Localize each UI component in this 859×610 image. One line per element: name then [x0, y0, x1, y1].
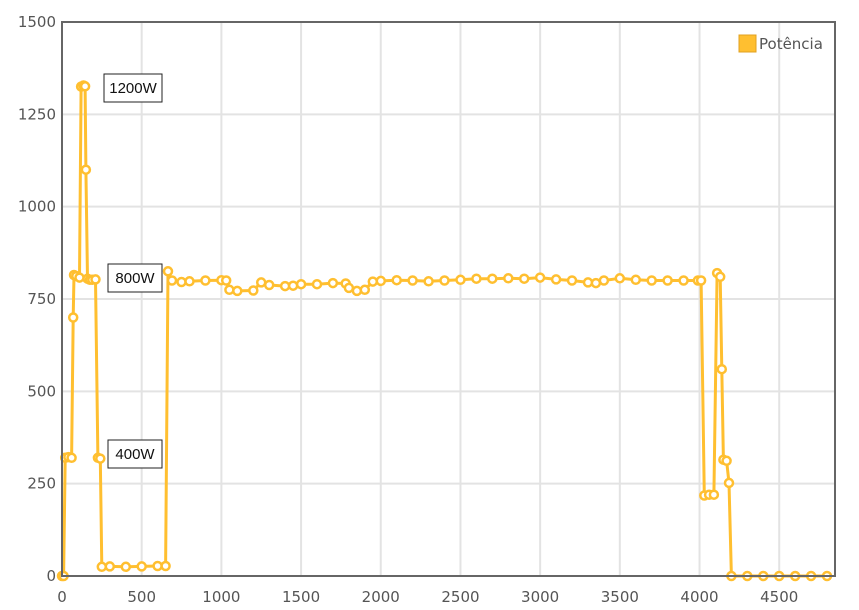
x-tick-label: 0 [57, 588, 67, 606]
series-line [62, 84, 827, 578]
annotation-box [107, 263, 163, 293]
data-point [359, 284, 371, 296]
data-point [695, 275, 707, 286]
x-tick-label: 4500 [760, 588, 798, 606]
data-point [79, 81, 91, 92]
data-point [716, 363, 728, 375]
data-point [471, 273, 482, 284]
data-point [166, 275, 178, 286]
data-point [248, 285, 259, 296]
data-point [534, 272, 546, 283]
y-tick-label: 250 [27, 475, 56, 493]
data-point [162, 266, 174, 277]
data-point [295, 278, 307, 290]
data-point [662, 275, 673, 286]
data-point [220, 275, 232, 286]
data-point [708, 489, 720, 500]
data-point [439, 275, 450, 286]
legend-swatch-potencia [738, 34, 757, 53]
y-tick-label: 500 [27, 382, 56, 400]
data-point [391, 274, 402, 286]
y-tick-label: 1500 [18, 13, 56, 31]
data-point [455, 274, 466, 286]
y-tick-label: 0 [46, 567, 56, 585]
x-tick-label: 2500 [441, 588, 479, 606]
data-point [714, 271, 726, 283]
data-point [80, 164, 92, 175]
x-tick-label: 500 [127, 588, 156, 606]
data-point [375, 275, 387, 287]
data-point [200, 275, 211, 286]
data-point [678, 275, 689, 286]
x-tick-label: 1000 [202, 588, 240, 606]
y-tick-label: 1250 [18, 105, 56, 123]
data-point [423, 276, 434, 287]
annotation-label: 400W [115, 446, 155, 463]
annotation-box [107, 439, 163, 469]
y-axis-ticks: 0 250 500 750 1000 1250 1500 [18, 13, 56, 585]
data-point [263, 279, 275, 291]
data-point [646, 275, 657, 286]
legend[interactable]: Potência [738, 34, 823, 53]
annotations: 1200W 800W 400W [103, 73, 163, 469]
data-point [67, 312, 79, 323]
y-tick-label: 750 [27, 290, 56, 308]
data-point [598, 275, 610, 286]
x-tick-label: 3500 [601, 588, 639, 606]
data-point [74, 272, 85, 283]
x-axis-ticks: 0 500 1000 1500 2000 2500 3000 3500 4000 4500 [57, 588, 798, 606]
data-point [136, 561, 147, 572]
x-tick-label: 3000 [521, 588, 559, 606]
data-point [287, 280, 299, 291]
data-point [518, 273, 530, 284]
data-point [327, 277, 339, 289]
data-point [566, 275, 578, 286]
data-point [614, 273, 626, 284]
data-point [550, 274, 562, 285]
data-point [723, 477, 735, 489]
x-tick-label: 1500 [282, 588, 320, 606]
annotation-label: 800W [115, 270, 155, 287]
data-point [95, 453, 106, 464]
data-point [160, 560, 171, 572]
data-point [120, 561, 132, 573]
data-point [90, 274, 101, 285]
data-point [104, 561, 116, 572]
data-point [311, 278, 323, 290]
x-tick-label: 4000 [680, 588, 718, 606]
annotation-label: 1200W [109, 80, 157, 97]
grid-lines [61, 21, 835, 577]
data-point [721, 455, 732, 467]
data-point [66, 452, 77, 464]
annotation-box [103, 73, 163, 103]
plot-frame [61, 21, 836, 577]
data-point [407, 275, 418, 286]
data-point [630, 274, 642, 286]
series-potencia [56, 80, 833, 582]
data-point [232, 285, 243, 297]
data-point [503, 273, 514, 284]
x-tick-label: 2000 [362, 588, 400, 606]
data-point [184, 276, 195, 287]
y-tick-label: 1000 [18, 198, 56, 216]
data-point [487, 273, 498, 284]
legend-label-potencia: Potência [759, 35, 823, 53]
